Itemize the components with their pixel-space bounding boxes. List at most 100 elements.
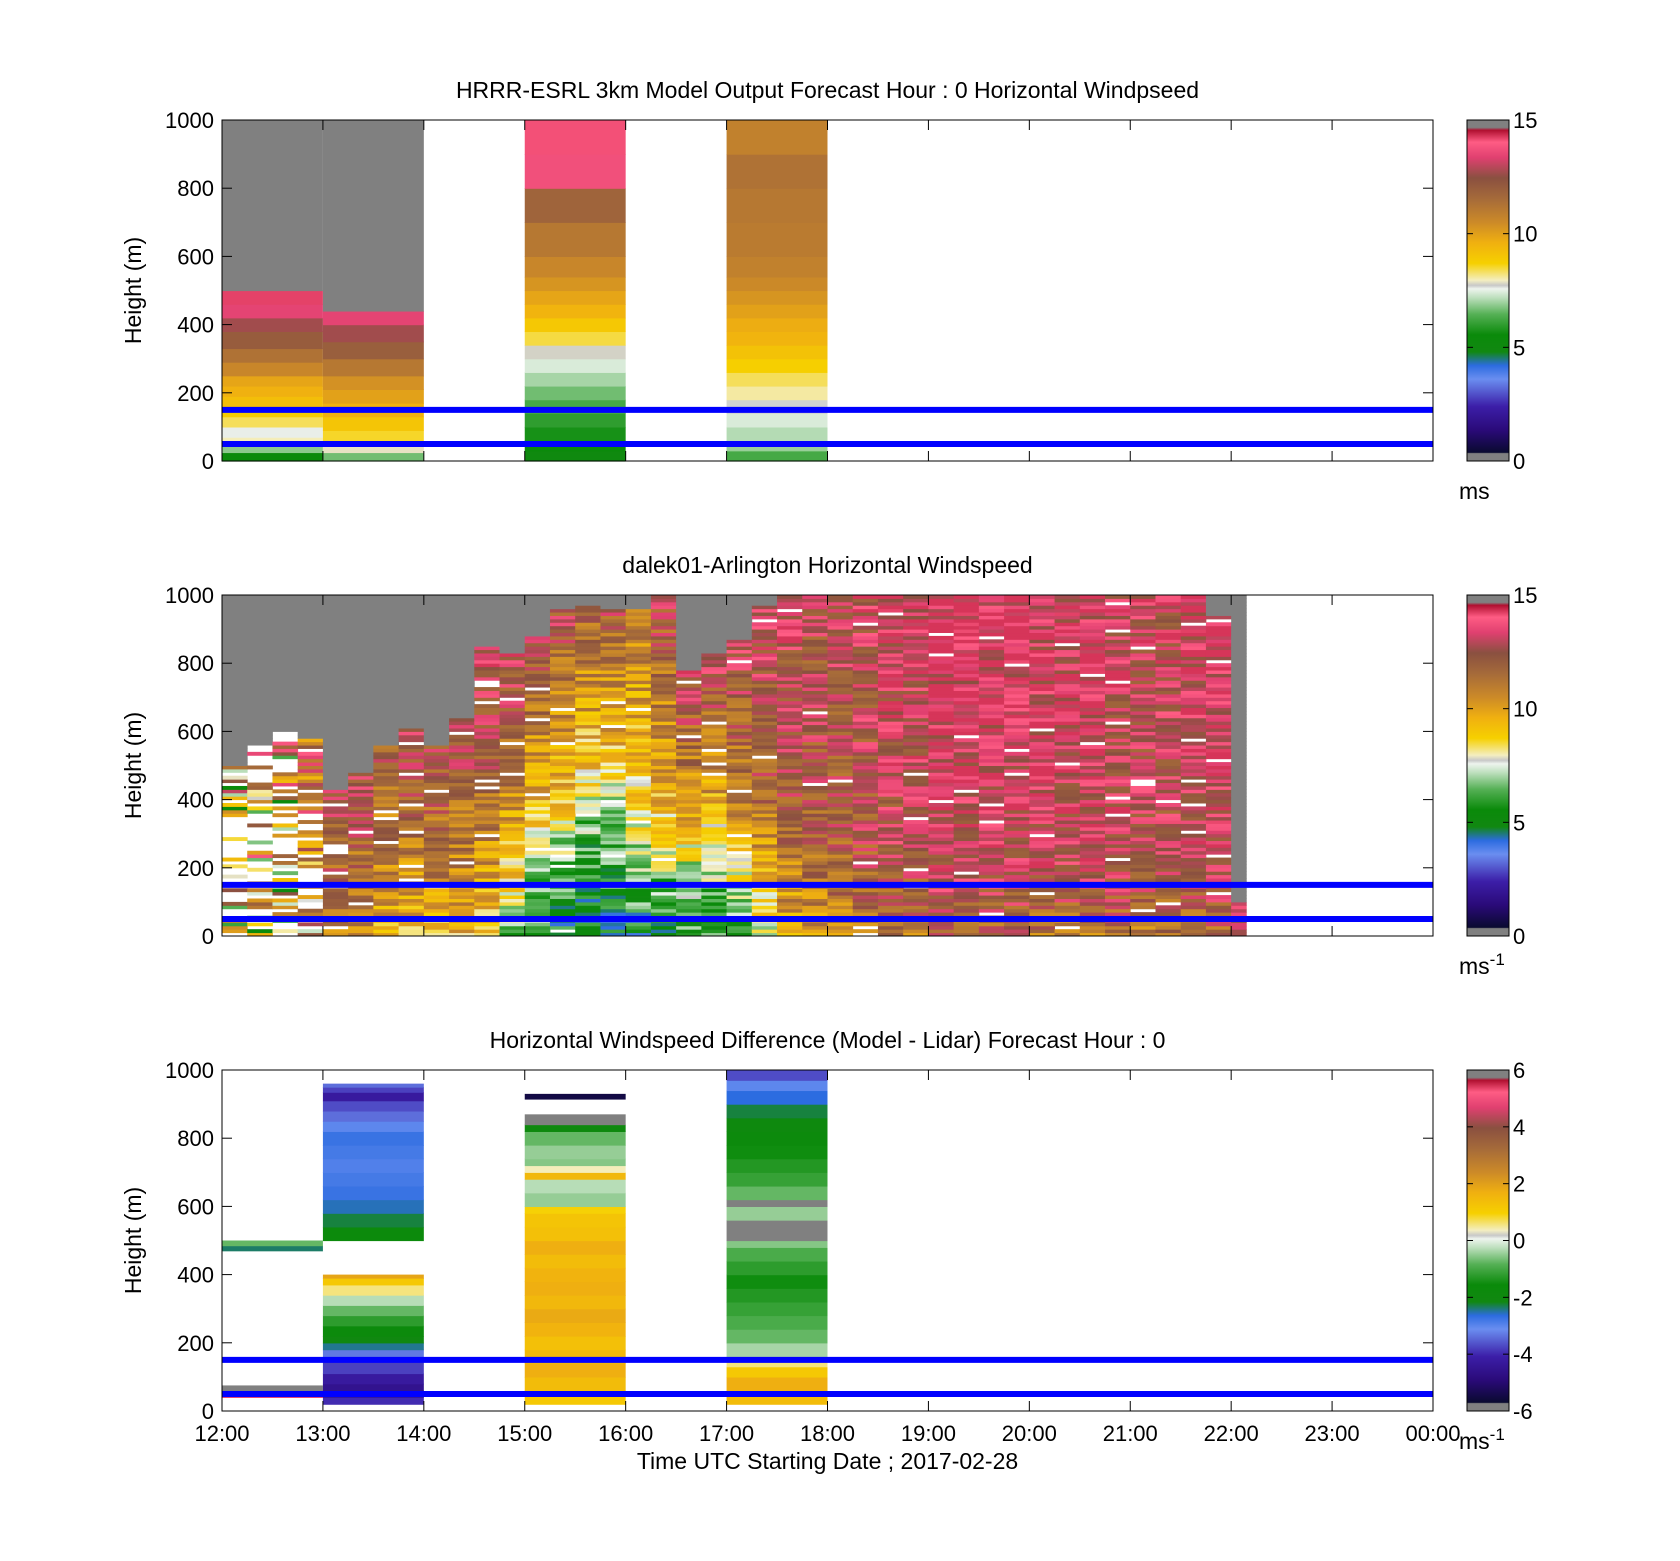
heatmap-cell (953, 775, 980, 780)
heatmap-cell (1004, 854, 1030, 859)
heatmap-cell (575, 693, 601, 698)
heatmap-cell (1130, 847, 1156, 852)
heatmap-cell (726, 891, 753, 896)
heatmap-cell (726, 605, 753, 610)
heatmap-cell (348, 731, 374, 736)
heatmap-cell (676, 775, 702, 780)
heatmap-cell (600, 731, 627, 736)
heatmap-cell (676, 646, 702, 651)
heatmap-cell (726, 625, 753, 630)
heatmap-cell (398, 731, 425, 736)
heatmap-cell (600, 656, 627, 661)
heatmap-cell (978, 891, 1005, 896)
heatmap-cell (650, 809, 677, 814)
heatmap-cell (802, 714, 828, 719)
heatmap-cell (903, 622, 929, 627)
heatmap-cell (322, 632, 349, 637)
heatmap-cell (1004, 867, 1030, 872)
heatmap-cell (549, 670, 576, 674)
heatmap-cell (852, 857, 879, 862)
heatmap-cell (1079, 878, 1106, 882)
heatmap-cell (549, 618, 576, 623)
heatmap-cell (398, 687, 425, 691)
heatmap-cell (1054, 721, 1081, 726)
heatmap-cell (398, 901, 425, 906)
heatmap-cell (499, 618, 526, 623)
heatmap-cell (398, 895, 425, 899)
heatmap-cell (1155, 932, 1182, 937)
heatmap-cell (297, 912, 324, 917)
heatmap-cell (777, 901, 803, 906)
heatmap-cell (701, 823, 727, 828)
heatmap-cell (928, 707, 955, 712)
heatmap-cell (1029, 816, 1055, 821)
heatmap-cell (928, 605, 955, 610)
heatmap-cell (877, 775, 904, 780)
heatmap-cell (1029, 608, 1055, 613)
heatmap-cell (928, 646, 955, 651)
heatmap-cell (928, 847, 955, 852)
heatmap-cell (802, 840, 828, 845)
heatmap-cell (600, 598, 627, 603)
heatmap-cell (1079, 622, 1106, 627)
heatmap-cell (1155, 898, 1182, 903)
heatmap-cell (297, 659, 324, 664)
heatmap-cell (524, 813, 551, 818)
heatmap-cell (903, 690, 929, 695)
heatmap-cell (1004, 809, 1030, 814)
heatmap-cell (852, 707, 879, 712)
heatmap-cell (1205, 751, 1232, 756)
heatmap-cell (1029, 639, 1055, 644)
heatmap-cell (777, 803, 803, 807)
heatmap-cell (852, 755, 879, 760)
heatmap-cell (1130, 649, 1156, 654)
heatmap-cell (222, 813, 248, 818)
heatmap-cell (222, 792, 248, 797)
heatmap-cell (877, 925, 904, 930)
heatmap-cell (777, 652, 803, 657)
heatmap-cell (222, 731, 248, 736)
heatmap-cell (701, 932, 727, 937)
heatmap-cell (297, 663, 324, 668)
heatmap-cell (978, 741, 1005, 746)
y-tick-label: 1000 (165, 583, 214, 608)
heatmap-cell (827, 871, 854, 876)
heatmap-cell (877, 595, 904, 599)
heatmap-cell (726, 905, 753, 910)
heatmap-cell (1155, 925, 1182, 930)
heatmap-cell (625, 871, 652, 876)
heatmap-cell (398, 912, 425, 917)
heatmap-cell (827, 622, 854, 627)
heatmap-cell (625, 925, 652, 930)
heatmap-cell (827, 605, 854, 610)
heatmap-cell (1180, 867, 1207, 872)
heatmap-cell (1105, 871, 1131, 876)
heatmap-cell (978, 676, 1005, 681)
heatmap-cell (625, 598, 652, 603)
heatmap-cell (726, 331, 828, 346)
heatmap-cell (1004, 895, 1030, 899)
heatmap-cell (953, 595, 980, 599)
heatmap-cell (726, 1274, 828, 1289)
heatmap-cell (978, 751, 1005, 756)
heatmap-cell (1130, 612, 1156, 616)
heatmap-cell (827, 898, 854, 903)
heatmap-cell (600, 775, 627, 780)
heatmap-cell (978, 854, 1005, 859)
heatmap-cell (1155, 601, 1182, 606)
heatmap-cell (802, 908, 828, 913)
heatmap-cell (1205, 895, 1232, 899)
y-tick-label: 0 (202, 924, 214, 949)
heatmap-cell (524, 652, 551, 657)
heatmap-cell (852, 608, 879, 613)
heatmap-cell (928, 901, 955, 906)
heatmap-cell (827, 905, 854, 910)
heatmap-cell (398, 704, 425, 709)
heatmap-cell (524, 751, 551, 756)
heatmap-cell (575, 646, 601, 651)
heatmap-cell (751, 646, 778, 651)
heatmap-cell (247, 680, 273, 685)
heatmap-cell (398, 598, 425, 603)
heatmap-cell (1029, 676, 1055, 681)
